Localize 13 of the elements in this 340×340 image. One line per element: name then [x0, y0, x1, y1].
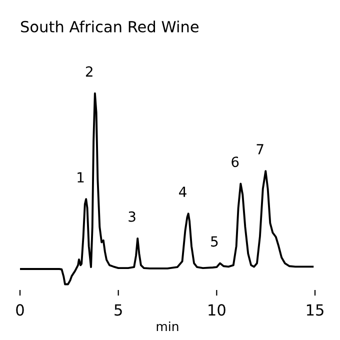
x-tick-label: 15: [306, 304, 324, 316]
annotation: 3: [128, 211, 136, 222]
chart-title: South African Red Wine: [21, 20, 199, 32]
annotation: 2: [86, 66, 92, 77]
x-axis-title: min: [156, 321, 178, 331]
annotation: 1: [78, 172, 84, 182]
x-tick-label: 0: [16, 304, 24, 316]
x-tick-label: 10: [208, 304, 226, 316]
annotation: 7: [256, 144, 264, 154]
x-tick-label: 5: [114, 304, 122, 316]
annotation: 6: [232, 156, 239, 168]
annotation: 4: [179, 186, 186, 197]
annotation: 5: [211, 236, 218, 247]
